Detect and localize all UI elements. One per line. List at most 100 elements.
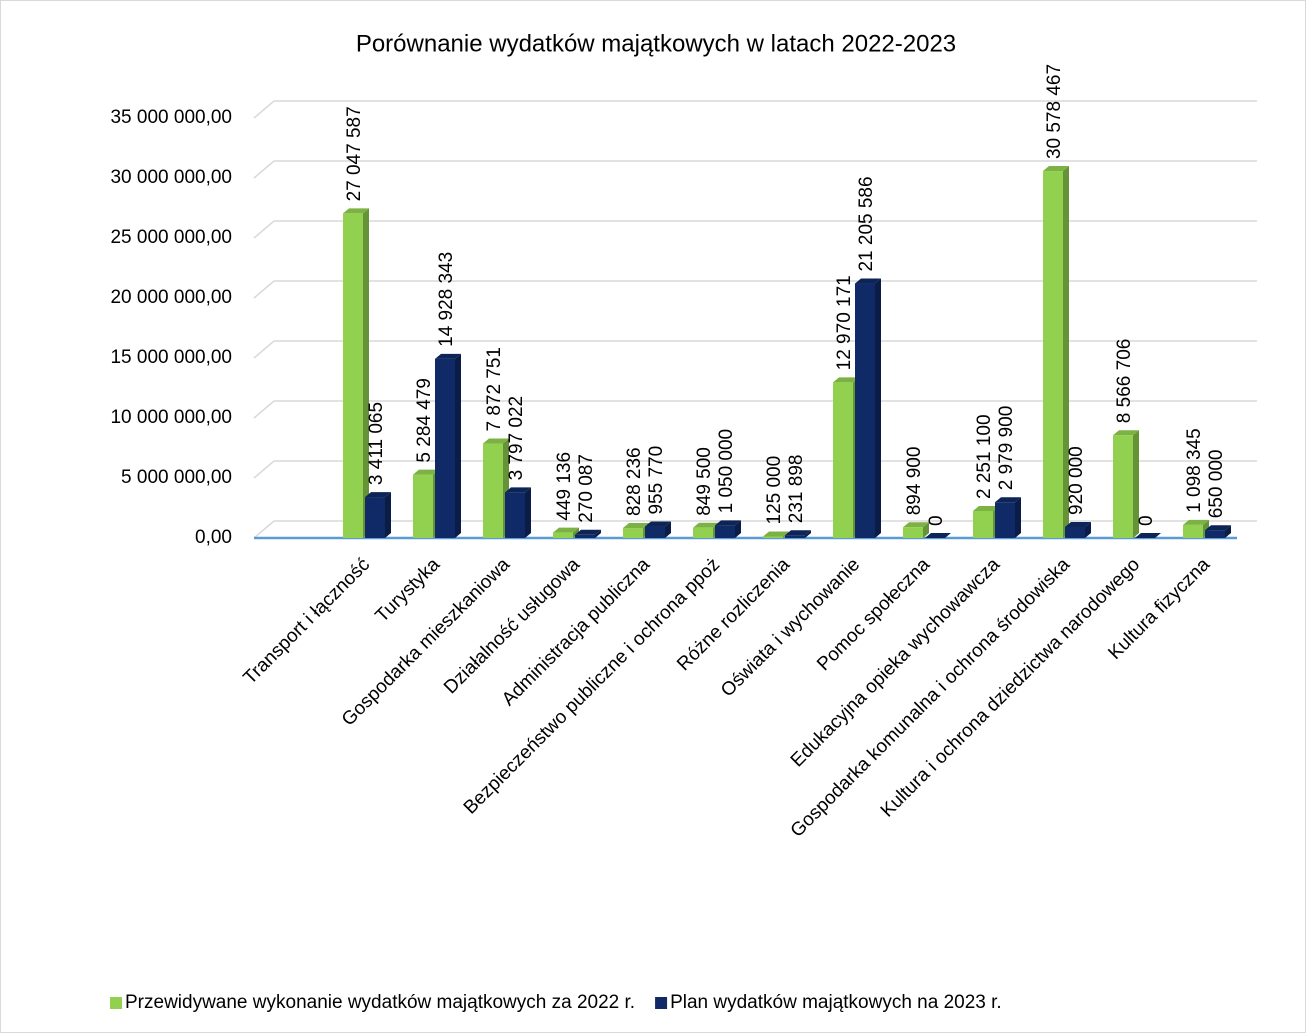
bar-top	[435, 353, 461, 359]
bar-top	[1183, 519, 1209, 525]
bar-side	[1085, 521, 1091, 538]
bar-side	[1225, 525, 1231, 538]
chart-title: Porównanie wydatków majątkowych w latach…	[356, 30, 956, 57]
bar-side	[735, 520, 741, 538]
bar-top	[1043, 166, 1069, 172]
bar	[1043, 171, 1063, 538]
bar	[1205, 530, 1225, 538]
bar-top	[925, 533, 951, 538]
bar	[833, 382, 853, 538]
bar-top	[553, 527, 579, 533]
value-label: 21 205 586	[856, 176, 877, 271]
value-label: 5 284 479	[414, 378, 435, 463]
bar-top	[1065, 521, 1091, 527]
category-group	[343, 208, 391, 538]
bar-top	[505, 487, 531, 493]
legend-label: Przewidywane wykonanie wydatków majątkow…	[125, 992, 635, 1013]
bar-top	[645, 521, 671, 527]
bar-top	[903, 522, 929, 528]
y-tick-label: 20 000 000,00	[110, 287, 232, 308]
category-group	[483, 438, 531, 538]
bar	[343, 213, 363, 538]
value-label: 894 900	[904, 447, 925, 516]
value-label: 30 578 467	[1044, 64, 1065, 159]
value-label: 2 979 900	[996, 406, 1017, 491]
bar	[903, 527, 923, 538]
category-group	[1113, 430, 1161, 538]
bar	[505, 492, 525, 538]
bar-top	[855, 278, 881, 284]
bar-side	[385, 492, 391, 538]
bar-side	[1063, 166, 1069, 538]
category-group	[763, 530, 811, 538]
bar	[693, 527, 713, 538]
bar-top	[763, 531, 789, 537]
bar-top	[1135, 533, 1161, 538]
bar	[1113, 435, 1133, 538]
bar-top	[1113, 430, 1139, 436]
bar-top	[343, 208, 369, 214]
bar	[855, 283, 875, 538]
bar-side	[363, 208, 369, 538]
bar	[435, 358, 455, 538]
bar-side	[455, 353, 461, 538]
value-label: 12 970 171	[834, 275, 855, 370]
bar	[973, 510, 993, 538]
y-tick-label: 0,00	[195, 527, 232, 548]
bar-side	[1015, 497, 1021, 538]
bar	[553, 532, 573, 538]
value-label: 955 770	[646, 446, 667, 515]
bar	[763, 536, 783, 538]
value-label: 2 251 100	[974, 414, 995, 499]
bar-side	[875, 278, 881, 538]
category-group	[693, 520, 741, 538]
legend-label: Plan wydatków majątkowych na 2023 r.	[670, 992, 1002, 1013]
grid-line	[253, 220, 1257, 239]
bar-side	[923, 522, 929, 538]
bar-top	[973, 505, 999, 511]
value-label: 231 898	[786, 455, 807, 524]
bar-top	[693, 522, 719, 528]
grid-line	[253, 460, 1257, 479]
category-group	[903, 522, 951, 538]
grid-line	[253, 400, 1257, 419]
bar-top	[785, 530, 811, 536]
y-tick-label: 25 000 000,00	[110, 227, 232, 248]
bar-top	[1205, 525, 1231, 531]
bar-top	[715, 520, 741, 526]
bar-top	[623, 523, 649, 529]
value-label: 1 050 000	[716, 429, 737, 514]
value-label: 828 236	[624, 447, 645, 516]
grid-line	[253, 520, 1257, 539]
value-label: 27 047 587	[344, 106, 365, 201]
category-group	[973, 497, 1021, 538]
category-group	[833, 278, 881, 538]
value-label: 3 411 065	[366, 402, 387, 485]
value-label: 449 136	[554, 452, 575, 521]
y-tick-label: 5 000 000,00	[121, 467, 232, 488]
bar-side	[805, 530, 811, 538]
value-label: 8 566 706	[1114, 339, 1135, 424]
y-tick-label: 15 000 000,00	[110, 347, 232, 368]
bar-top	[833, 377, 859, 383]
grid-line	[253, 160, 1257, 179]
category-group	[623, 521, 671, 538]
bar-top	[365, 492, 391, 498]
bar-side	[665, 521, 671, 538]
bar-top	[575, 529, 601, 535]
value-label: 125 000	[764, 456, 785, 525]
bar-side	[573, 527, 579, 538]
value-label: 650 000	[1206, 450, 1227, 519]
legend-swatch	[655, 997, 668, 1009]
legend: Przewidywane wykonanie wydatków majątkow…	[110, 992, 1002, 1013]
grid-line	[253, 280, 1257, 299]
category-group	[1043, 166, 1091, 538]
y-tick-label: 30 000 000,00	[110, 167, 232, 188]
bar	[1065, 526, 1085, 538]
value-label: 0	[926, 515, 947, 526]
grid-line	[253, 100, 1257, 119]
bar	[715, 525, 735, 538]
bar	[1183, 524, 1203, 538]
